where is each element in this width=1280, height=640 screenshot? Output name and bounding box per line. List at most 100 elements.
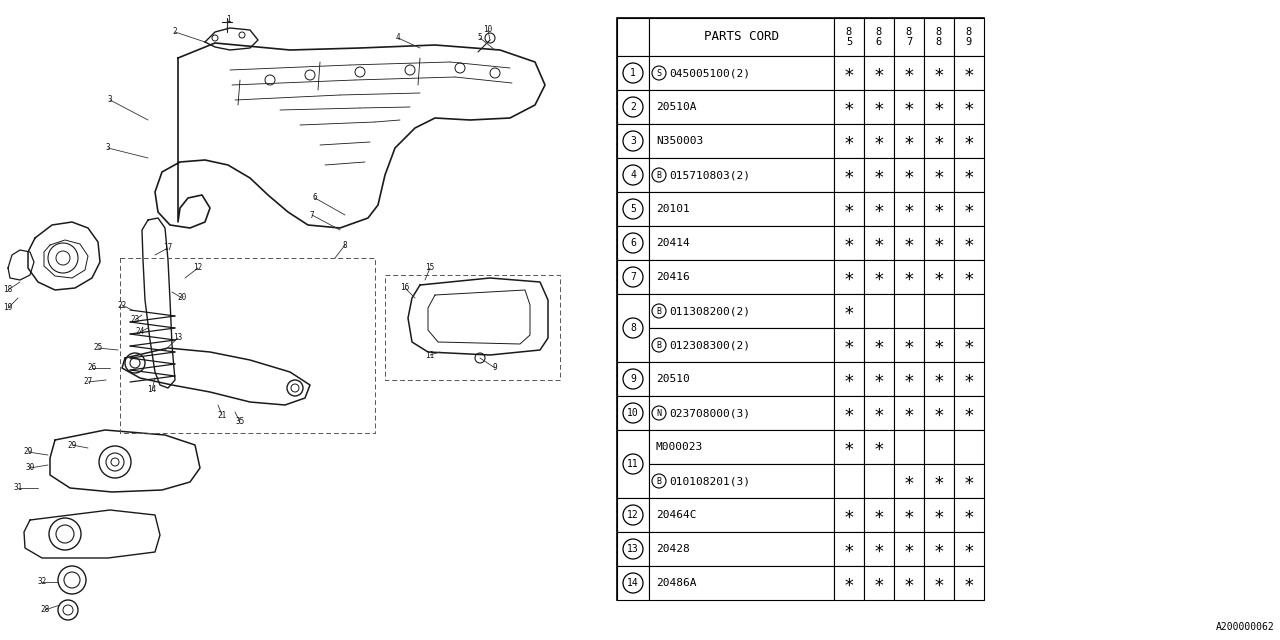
Bar xyxy=(649,124,835,158)
Bar xyxy=(864,362,893,396)
Text: 5: 5 xyxy=(630,204,636,214)
Text: ∗: ∗ xyxy=(933,370,945,388)
Bar xyxy=(954,396,984,430)
Bar xyxy=(954,192,984,226)
Text: ∗: ∗ xyxy=(873,64,884,82)
Bar xyxy=(864,294,893,328)
Text: 23: 23 xyxy=(131,316,140,324)
Bar xyxy=(835,192,864,226)
Text: 15: 15 xyxy=(425,264,435,273)
Text: A200000062: A200000062 xyxy=(1216,622,1275,632)
Text: 20101: 20101 xyxy=(657,204,690,214)
Text: ∗: ∗ xyxy=(933,540,945,558)
Bar xyxy=(835,362,864,396)
Bar xyxy=(954,566,984,600)
Text: 11: 11 xyxy=(425,351,435,360)
Text: 29: 29 xyxy=(68,440,77,449)
Text: 25: 25 xyxy=(93,344,102,353)
Bar xyxy=(893,464,924,498)
Text: 21: 21 xyxy=(218,410,227,419)
Text: ∗: ∗ xyxy=(873,404,884,422)
Text: ∗: ∗ xyxy=(964,404,974,422)
Text: ∗: ∗ xyxy=(933,336,945,354)
Text: 18: 18 xyxy=(4,285,13,294)
Text: ∗: ∗ xyxy=(844,336,855,354)
Bar xyxy=(649,362,835,396)
Text: ∗: ∗ xyxy=(844,438,855,456)
Text: 4: 4 xyxy=(396,33,401,42)
Bar xyxy=(835,56,864,90)
Text: B: B xyxy=(657,477,662,486)
Bar xyxy=(649,532,835,566)
Text: ∗: ∗ xyxy=(873,234,884,252)
Bar xyxy=(893,18,924,56)
Bar xyxy=(617,90,649,124)
Text: 7: 7 xyxy=(310,211,315,220)
Text: ∗: ∗ xyxy=(933,132,945,150)
Bar xyxy=(893,192,924,226)
Text: 20464C: 20464C xyxy=(657,510,696,520)
Bar xyxy=(617,566,649,600)
Bar xyxy=(835,464,864,498)
Bar xyxy=(924,566,954,600)
Bar xyxy=(649,430,835,464)
Text: ∗: ∗ xyxy=(844,404,855,422)
Text: ∗: ∗ xyxy=(904,404,914,422)
Bar xyxy=(649,260,835,294)
Text: 2: 2 xyxy=(173,28,178,36)
Bar xyxy=(649,464,835,498)
Bar xyxy=(835,260,864,294)
Bar xyxy=(617,396,649,430)
Text: M000023: M000023 xyxy=(657,442,703,452)
Text: ∗: ∗ xyxy=(844,540,855,558)
Bar xyxy=(649,192,835,226)
Text: ∗: ∗ xyxy=(873,370,884,388)
Bar xyxy=(924,396,954,430)
Text: ∗: ∗ xyxy=(904,472,914,490)
Text: N: N xyxy=(657,408,662,417)
Bar xyxy=(864,192,893,226)
Bar xyxy=(617,158,649,192)
Text: ∗: ∗ xyxy=(964,234,974,252)
Bar xyxy=(864,396,893,430)
Bar xyxy=(835,18,864,56)
Bar xyxy=(835,328,864,362)
Bar xyxy=(835,226,864,260)
Text: 12: 12 xyxy=(627,510,639,520)
Bar xyxy=(617,192,649,226)
Text: ∗: ∗ xyxy=(964,132,974,150)
Text: N350003: N350003 xyxy=(657,136,703,146)
Bar xyxy=(924,430,954,464)
Text: 9: 9 xyxy=(493,364,498,372)
Text: 19: 19 xyxy=(4,303,13,312)
Text: 10: 10 xyxy=(484,26,493,35)
Text: 11: 11 xyxy=(627,459,639,469)
Text: 012308300(2): 012308300(2) xyxy=(669,340,750,350)
Bar xyxy=(924,124,954,158)
Bar xyxy=(954,158,984,192)
Text: 27: 27 xyxy=(83,378,92,387)
Text: ∗: ∗ xyxy=(873,268,884,286)
Bar xyxy=(924,56,954,90)
Bar xyxy=(893,566,924,600)
Text: ∗: ∗ xyxy=(964,472,974,490)
Text: ∗: ∗ xyxy=(873,98,884,116)
Text: 5: 5 xyxy=(477,33,483,42)
Text: 3: 3 xyxy=(108,95,113,104)
Text: 023708000(3): 023708000(3) xyxy=(669,408,750,418)
Text: ∗: ∗ xyxy=(904,132,914,150)
Text: ∗: ∗ xyxy=(964,540,974,558)
Text: 8
8: 8 8 xyxy=(936,27,942,47)
Text: ∗: ∗ xyxy=(904,166,914,184)
Bar xyxy=(649,18,835,56)
Text: 9: 9 xyxy=(630,374,636,384)
Text: ∗: ∗ xyxy=(904,336,914,354)
Text: ∗: ∗ xyxy=(844,166,855,184)
Bar xyxy=(835,498,864,532)
Text: 8
5: 8 5 xyxy=(846,27,852,47)
Bar xyxy=(649,498,835,532)
Text: 8: 8 xyxy=(630,323,636,333)
Bar xyxy=(954,328,984,362)
Text: 13: 13 xyxy=(627,544,639,554)
Text: ∗: ∗ xyxy=(964,268,974,286)
